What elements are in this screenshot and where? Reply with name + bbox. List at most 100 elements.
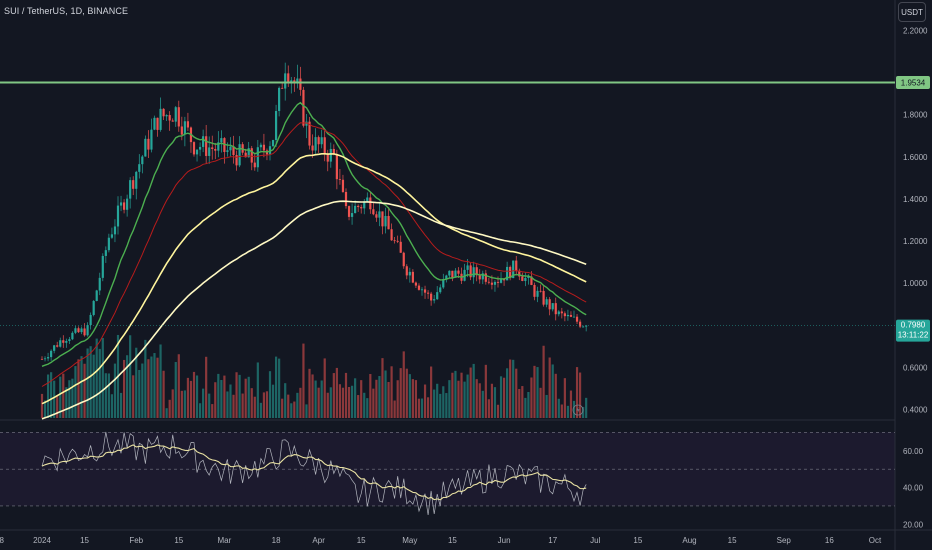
candle-body	[180, 126, 183, 135]
volume-bar	[235, 372, 238, 418]
volume-bar	[414, 380, 418, 418]
volume-bar	[244, 378, 247, 418]
volume-bar	[189, 380, 193, 418]
candle-body	[396, 240, 399, 242]
volume-bar	[132, 375, 135, 418]
candle-body	[305, 121, 308, 126]
volume-bar	[360, 380, 363, 418]
candle-body	[390, 229, 393, 241]
candle-body	[436, 292, 439, 300]
candle-body	[423, 289, 427, 293]
time-tick-label: 18	[0, 536, 4, 545]
candle-body	[481, 273, 484, 280]
rsi-tick-label: 40.00	[903, 484, 924, 493]
volume-bar	[271, 384, 275, 418]
volume-bar	[192, 371, 196, 418]
candle-body	[132, 180, 135, 189]
candle-body	[487, 281, 490, 283]
candle-body	[92, 300, 95, 315]
time-tick-label: 2024	[33, 536, 51, 545]
candle-body	[347, 206, 351, 217]
candle-body	[350, 213, 354, 217]
candle-body	[360, 207, 363, 209]
candle-body	[572, 316, 576, 318]
volume-bar	[317, 387, 320, 418]
currency-button[interactable]: USDT	[898, 2, 926, 22]
candle-body	[110, 234, 114, 238]
candle-body	[268, 146, 272, 155]
volume-bar	[563, 378, 566, 418]
volume-bar	[83, 363, 86, 418]
volume-bar	[445, 393, 448, 418]
candle-body	[496, 281, 500, 283]
candle-body	[554, 303, 557, 315]
volume-bar	[378, 376, 381, 418]
candle-body	[129, 180, 132, 199]
candle-body	[168, 115, 171, 121]
candle-body	[43, 358, 47, 360]
volume-bar	[265, 391, 269, 418]
volume-bar	[390, 366, 393, 418]
volume-bar	[545, 394, 548, 418]
candle-body	[226, 150, 229, 152]
candle-body	[445, 275, 448, 280]
volume-bar	[65, 387, 68, 418]
candle-body	[195, 149, 199, 155]
candle-body	[223, 138, 226, 152]
volume-bar	[387, 381, 390, 418]
volume-bar	[335, 367, 338, 418]
volume-bar	[110, 394, 114, 418]
candle-body	[548, 299, 551, 310]
volume-bar	[460, 372, 463, 418]
volume-bar	[366, 398, 369, 418]
volume-bar	[582, 406, 585, 418]
candle-body	[144, 138, 147, 157]
candle-body	[335, 154, 338, 180]
ema-mid-line	[41, 122, 587, 387]
candle-body	[71, 332, 74, 340]
volume-bar	[232, 394, 235, 418]
volume-bar	[402, 351, 405, 418]
lightning-icon[interactable]	[572, 404, 584, 416]
candle-body	[384, 215, 387, 227]
candle-body	[113, 226, 117, 235]
candle-body	[399, 241, 402, 253]
candle-body	[402, 252, 405, 267]
candle-body	[515, 260, 518, 271]
time-axis[interactable]: 18 2024 15 Feb 15 Mar 18 Apr 15 May 15 Jun 17 Jul 15 Au…	[0, 536, 882, 545]
volume-bar	[314, 380, 317, 418]
price-axis[interactable]: 2.2000 1.8000 1.6000 1.4000 1.2000 1.0000 0.60…	[903, 27, 928, 415]
volume-bar	[585, 397, 588, 418]
volume-bar	[259, 402, 262, 418]
candle-body	[539, 290, 542, 292]
candle-body	[89, 314, 92, 326]
volume-bar	[451, 372, 454, 418]
candle-body	[557, 311, 560, 315]
volume-bar	[305, 404, 308, 418]
candle-body	[499, 278, 503, 283]
volume-bar	[536, 367, 539, 418]
volume-bar	[287, 394, 290, 418]
volume-bar	[62, 373, 65, 418]
candle-body	[308, 121, 311, 146]
volume-bar	[220, 379, 223, 418]
volume-bar	[59, 376, 62, 418]
candle-body	[65, 341, 68, 343]
volume-bar	[426, 397, 430, 418]
volume-bar	[332, 373, 335, 418]
candle-body	[141, 156, 144, 165]
volume-bar	[162, 370, 165, 418]
rsi-tick-label: 20.00	[903, 520, 924, 529]
symbol-title[interactable]: SUI / TetherUS, 1D, BINANCE	[4, 6, 129, 16]
volume-bar	[256, 362, 259, 418]
volume-bar	[144, 339, 147, 418]
volume-bar	[208, 393, 211, 418]
candle-body	[126, 198, 129, 210]
candle-body	[375, 214, 378, 218]
volume-bar	[512, 359, 515, 418]
volume-bar	[290, 403, 293, 418]
price-tick-label: 1.0000	[903, 279, 928, 288]
resistance-price-tag: 1.9534	[896, 75, 930, 89]
volume-bar	[323, 358, 326, 418]
